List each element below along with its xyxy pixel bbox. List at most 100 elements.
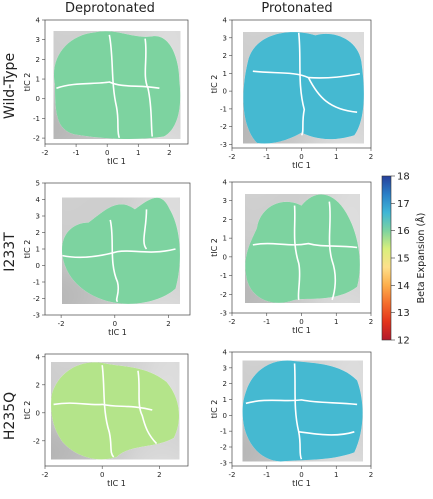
x-tick-label: 2 (369, 318, 373, 326)
y-tick-label: 0 (36, 95, 40, 103)
state-boundary (144, 209, 147, 249)
y-tick-label: -1 (33, 115, 40, 123)
y-tick-label: -3 (220, 310, 227, 318)
x-tick-label: -1 (263, 153, 270, 161)
x-tick-label: -2 (229, 471, 236, 479)
x-tick-label: -1 (263, 471, 270, 479)
x-tick-label: 1 (334, 318, 338, 326)
y-tick-label: 4 (36, 196, 41, 204)
x-tick-label: 1 (334, 153, 338, 161)
x-tick-label: 1 (136, 149, 140, 157)
colorbar: 12 13 14 15 16 17 18 Beta Expansion (Å) (381, 172, 427, 347)
y-axis-label: tIC 2 (23, 240, 32, 259)
y-axis-label: tIC 2 (210, 238, 219, 257)
column-title-protonated: Protonated (261, 1, 332, 16)
y-tick-label: 1 (223, 396, 227, 404)
x-tick-label: -2 (42, 149, 49, 157)
y-tick-label: 5 (36, 180, 40, 188)
x-tick-label: 2 (167, 149, 171, 157)
x-axis-label: tIC 1 (107, 157, 126, 166)
colorbar-tick-label: 15 (397, 254, 410, 265)
x-tick-label: 2 (369, 153, 373, 161)
row-title-wild-type: Wild-Type (2, 53, 18, 119)
y-tick-label: 0 (223, 253, 227, 261)
state-boundary (56, 82, 159, 88)
state-boundary (299, 432, 355, 435)
y-tick-label: 1 (36, 76, 40, 84)
x-tick-label: -2 (229, 153, 236, 161)
state-boundary (110, 220, 118, 302)
x-tick-label: -2 (58, 320, 65, 328)
colorbar-ticks: 12 13 14 15 16 17 18 (391, 172, 410, 347)
y-tick-label: 2 (223, 216, 227, 224)
colorbar-tick-label: 17 (397, 199, 410, 210)
heatmap-panel: -2 0 2 -2 0 2 4 tIC 1 tIC 2 (23, 353, 188, 488)
colorbar-tick-label: 12 (397, 336, 410, 347)
y-tick-label: -2 (33, 295, 40, 303)
density-region (51, 362, 180, 460)
y-tick-label: 4 (223, 179, 228, 187)
heatmap-panel: -2 -1 0 1 2 -2 -1 0 1 2 3 4 tIC 1 tIC 2 (23, 17, 188, 167)
y-tick-label: 2 (36, 381, 40, 389)
x-axis-label: tIC 1 (108, 328, 127, 337)
y-tick-label: 4 (223, 17, 228, 25)
x-tick-label: -1 (73, 149, 80, 157)
y-tick-label: 3 (36, 36, 40, 44)
x-tick-label: 0 (299, 153, 303, 161)
state-boundary (138, 371, 157, 444)
state-boundary (253, 244, 357, 248)
density-region (242, 360, 363, 462)
x-tick-label: 0 (299, 471, 303, 479)
y-tick-label: 0 (223, 88, 227, 96)
y-tick-label: 4 (36, 353, 41, 361)
y-axis-label: tIC 2 (210, 75, 219, 94)
state-boundary (308, 78, 357, 113)
y-tick-label: -2 (33, 135, 40, 143)
y-tick-label: 0 (36, 409, 40, 417)
state-boundary (102, 365, 113, 457)
y-tick-label: -2 (220, 291, 227, 299)
y-tick-label: -3 (220, 141, 227, 149)
y-tick-label: 1 (223, 70, 227, 78)
state-boundary (246, 400, 357, 405)
colorbar-tick-label: 13 (397, 308, 410, 319)
colorbar-label: Beta Expansion (Å) (415, 213, 427, 304)
x-axis-label: tIC 1 (292, 161, 311, 170)
y-tick-label: 2 (36, 229, 40, 237)
x-tick-label: 2 (157, 471, 161, 479)
density-region (245, 194, 360, 303)
y-tick-label: 3 (223, 34, 227, 42)
y-tick-label: -2 (220, 444, 227, 452)
x-tick-label: -2 (229, 318, 236, 326)
y-tick-label: -2 (33, 437, 40, 445)
y-axis-label: tIC 2 (23, 401, 32, 420)
y-tick-label: 3 (223, 197, 227, 205)
state-boundary (54, 403, 153, 410)
x-tick-label: 0 (100, 471, 104, 479)
y-tick-label: -2 (220, 123, 227, 131)
row-title-h235q: H235Q (2, 392, 18, 440)
y-tick-label: -1 (220, 428, 227, 436)
y-axis-label: tIC 2 (210, 400, 219, 419)
y-tick-label: 4 (36, 17, 41, 25)
y-tick-label: 2 (36, 56, 40, 64)
state-boundary (295, 206, 300, 300)
y-tick-label: 0 (223, 412, 227, 420)
state-boundary (145, 39, 152, 137)
state-boundary (253, 71, 360, 78)
x-tick-label: 2 (369, 471, 373, 479)
y-tick-label: 2 (223, 52, 227, 60)
colorbar-tick-label: 14 (397, 281, 410, 292)
x-tick-label: 0 (105, 149, 109, 157)
row-title-i233t: I233T (2, 232, 18, 272)
state-boundary (329, 202, 335, 300)
y-tick-label: 3 (36, 213, 40, 221)
y-tick-label: -1 (33, 279, 40, 287)
x-tick-label: -2 (42, 471, 49, 479)
column-title-deprotonated: Deprotonated (65, 1, 155, 16)
x-tick-label: 1 (334, 471, 338, 479)
x-tick-label: -1 (263, 318, 270, 326)
y-tick-label: 3 (223, 364, 227, 372)
